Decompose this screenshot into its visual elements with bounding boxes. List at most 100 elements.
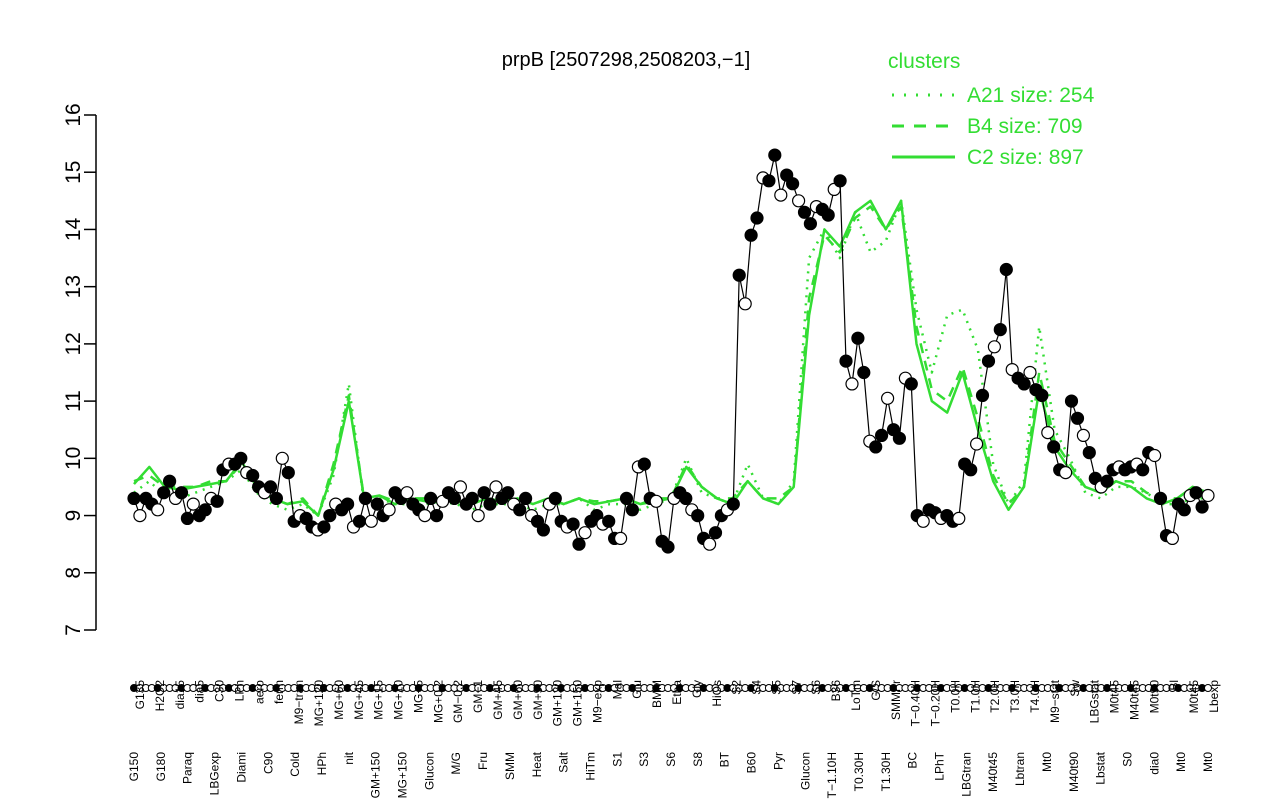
- data-point: [483, 497, 497, 511]
- x-tick-label: T2.0H: [988, 680, 1002, 713]
- chart-title: prpB [2507298,2508203,−1]: [502, 49, 751, 71]
- x-tick-label: LBGstat: [1088, 679, 1102, 723]
- x-tick-label: G180: [154, 752, 168, 782]
- x-tick-label: HPh: [315, 752, 329, 775]
- data-point: [952, 511, 966, 526]
- data-point: [566, 517, 580, 531]
- data-point: [234, 451, 248, 465]
- x-tick-label: T1.30H: [879, 752, 893, 791]
- data-point: [1136, 463, 1150, 477]
- data-point: [572, 537, 586, 551]
- x-tick-label: HiOs: [710, 680, 724, 707]
- data-point: [845, 377, 859, 391]
- x-tick-label: B60: [745, 752, 759, 774]
- data-point: [364, 514, 378, 528]
- x-tick-label: Gly: [690, 680, 704, 698]
- y-tick-label: 12: [62, 332, 85, 355]
- data-point: [1076, 428, 1091, 442]
- x-tick-label: MG+60: [332, 680, 346, 720]
- x-tick-label: M9−tran: [292, 680, 306, 724]
- x-tick-label: Pyr: [771, 752, 785, 770]
- gene-expression-points: [127, 148, 1215, 554]
- legend-entry-b4: B4 size: 709: [967, 115, 1083, 138]
- x-tick-label: Paraq: [181, 752, 195, 784]
- x-tick-label: Lbstat: [1094, 751, 1108, 784]
- x-tick-label: Glu: [630, 680, 644, 699]
- cluster-lines: [133, 199, 1209, 517]
- x-tick-label: Heat: [530, 751, 544, 777]
- x-tick-label: Mal: [610, 680, 624, 699]
- x-tick-label: dia5: [193, 680, 207, 703]
- y-tick-label: 16: [62, 103, 85, 126]
- x-tick-label: Glucon: [798, 752, 812, 790]
- data-point: [732, 268, 746, 282]
- data-point: [471, 508, 485, 523]
- data-point: [180, 511, 194, 526]
- x-tick-label: T4.0H: [1028, 680, 1042, 713]
- data-point: [833, 174, 847, 188]
- data-point: [1147, 448, 1162, 463]
- x-tick-label: LPhT: [933, 751, 947, 780]
- data-point: [797, 205, 812, 219]
- x-tick-label: GM+120: [551, 680, 565, 727]
- x-tick-label: MG+0.2: [431, 680, 445, 723]
- x-tick-label: T0.30H: [852, 752, 866, 791]
- data-point: [1153, 491, 1168, 505]
- y-tick-label: 11: [62, 390, 85, 412]
- gene-expression-line: [133, 154, 1209, 549]
- y-tick-label: 9: [62, 510, 85, 522]
- x-tick-label: T−0.40H: [909, 680, 923, 726]
- data-point: [518, 491, 533, 505]
- gene-line-path: [133, 154, 1209, 549]
- data-point: [916, 514, 930, 528]
- data-point: [1070, 411, 1085, 425]
- x-tick-label: Mt0: [1201, 752, 1215, 772]
- x-tick-label: dia0: [1147, 752, 1161, 775]
- data-point: [133, 508, 147, 523]
- x-tick-label: BT: [718, 751, 732, 767]
- data-point: [465, 491, 479, 505]
- data-point: [904, 377, 918, 391]
- data-point: [981, 354, 996, 368]
- data-point: [1177, 503, 1191, 517]
- data-point: [163, 474, 177, 488]
- x-tick-label: BMM: [650, 680, 664, 708]
- x-tick-label: MG+120: [312, 680, 326, 727]
- data-point: [1195, 500, 1209, 514]
- x-tick-label: LBGtran: [959, 752, 973, 797]
- data-point: [762, 174, 776, 188]
- data-point: [708, 526, 723, 540]
- data-point: [1047, 440, 1061, 454]
- data-point: [1041, 426, 1055, 440]
- data-point: [839, 354, 853, 368]
- x-tick-label: M0t90: [1147, 680, 1161, 714]
- data-point: [726, 497, 740, 511]
- legend: clusters A21 size: 254 B4 size: 709 C2 s…: [888, 50, 1095, 169]
- data-point: [1100, 474, 1114, 488]
- x-tick-label: S8: [691, 752, 705, 767]
- data-point: [127, 491, 141, 505]
- x-tick-label: Mt0: [1174, 752, 1188, 772]
- x-tick-label: GM−1: [471, 680, 485, 713]
- data-point: [157, 486, 171, 500]
- data-point: [269, 491, 283, 505]
- data-point: [424, 491, 438, 505]
- x-tick-label: G150: [127, 752, 141, 782]
- x-tick-label: S6: [809, 680, 823, 695]
- cluster-line-solid: [133, 199, 1209, 517]
- data-point: [851, 331, 865, 345]
- data-point: [768, 148, 782, 162]
- x-tick-label: GM+60: [511, 680, 525, 720]
- x-tick-label: GM+150: [369, 752, 383, 799]
- x-tick-label: G/S: [869, 680, 883, 701]
- data-point: [453, 480, 467, 494]
- data-point: [151, 503, 165, 517]
- legend-entry-a21: A21 size: 254: [967, 84, 1095, 107]
- data-point: [198, 503, 212, 517]
- x-tick-label: T−0.20H: [929, 680, 943, 726]
- x-tick-label: GM+150: [571, 680, 585, 727]
- data-point: [1165, 531, 1180, 546]
- data-point: [447, 491, 461, 505]
- x-tick-labels: G135 H2O2 dia15 dia5 C30 LPh aero ferm M9−tran MG…: [127, 679, 1221, 799]
- data-point: [341, 497, 355, 511]
